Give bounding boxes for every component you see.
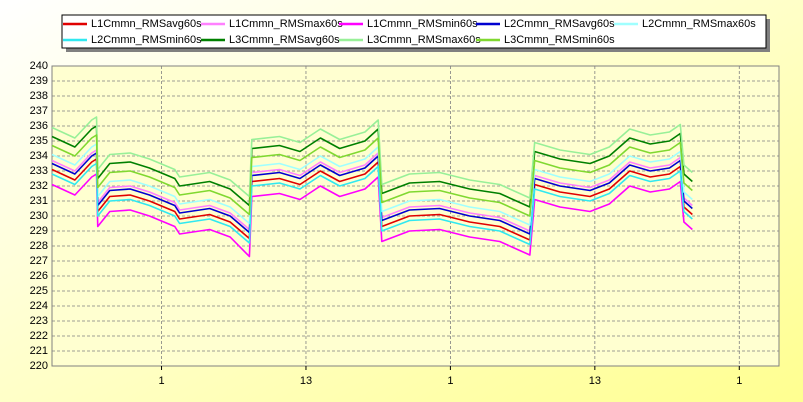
y-tick-label: 235 <box>30 135 48 147</box>
x-tick-label: 13 <box>300 375 312 387</box>
series-line <box>51 149 693 232</box>
x-tick-label: 1 <box>736 375 742 387</box>
y-tick-label: 228 <box>30 240 48 252</box>
y-tick-label: 222 <box>30 330 48 342</box>
series-line <box>51 125 693 208</box>
y-tick-label: 225 <box>30 285 48 297</box>
legend-label: L3Cmmn_RMSmax60s <box>367 34 481 46</box>
y-tick-label: 238 <box>30 90 48 102</box>
legend-label: L2Cmmn_RMSmax60s <box>642 18 756 30</box>
y-tick-label: 221 <box>30 345 48 357</box>
legend-label: L1Cmmn_RMSmin60s <box>367 18 478 30</box>
y-tick-label: 229 <box>30 225 48 237</box>
y-tick-label: 240 <box>30 60 48 72</box>
axes: 220 221 222 223 224 225 226 227 228 229 230 231 232 2… <box>30 60 743 387</box>
legend-box <box>61 14 767 49</box>
x-tick-label: 1 <box>447 375 453 387</box>
series-line <box>51 143 693 226</box>
y-tick-label: 227 <box>30 255 48 267</box>
legend-label: L3Cmmn_RMSmin60s <box>504 34 615 46</box>
series-line <box>51 134 693 217</box>
x-tick-label: 1 <box>158 375 164 387</box>
series-line <box>51 173 693 258</box>
legend-label: L2Cmmn_RMSavg60s <box>504 18 615 30</box>
y-tick-label: 220 <box>30 360 48 372</box>
y-tick-label: 232 <box>30 180 48 192</box>
legend-label: L3Cmmn_RMSavg60s <box>229 34 340 46</box>
y-tick-label: 239 <box>30 75 48 87</box>
y-tick-label: 234 <box>30 150 48 162</box>
series-line <box>51 152 693 235</box>
y-tick-label: 231 <box>30 195 48 207</box>
y-tick-label: 224 <box>30 300 48 312</box>
x-tick-label: 13 <box>589 375 601 387</box>
y-tick-label: 223 <box>30 315 48 327</box>
series-line <box>51 116 693 199</box>
y-tick-label: 236 <box>30 120 48 132</box>
y-tick-label: 233 <box>30 165 48 177</box>
y-tick-label: 230 <box>30 210 48 222</box>
series-lines <box>51 116 693 258</box>
series-line <box>51 158 693 241</box>
legend-label: L1Cmmn_RMSavg60s <box>91 18 202 30</box>
grid <box>52 65 779 367</box>
legend-label: L1Cmmn_RMSmax60s <box>229 18 343 30</box>
series-line <box>51 162 693 246</box>
legend-label: L2Cmmn_RMSmin60s <box>91 34 202 46</box>
legend: L1Cmmn_RMSavg60s L1Cmmn_RMSmax60s L1Cmmn_R… <box>61 14 770 52</box>
y-tick-label: 226 <box>30 270 48 282</box>
y-tick-label: 237 <box>30 105 48 117</box>
